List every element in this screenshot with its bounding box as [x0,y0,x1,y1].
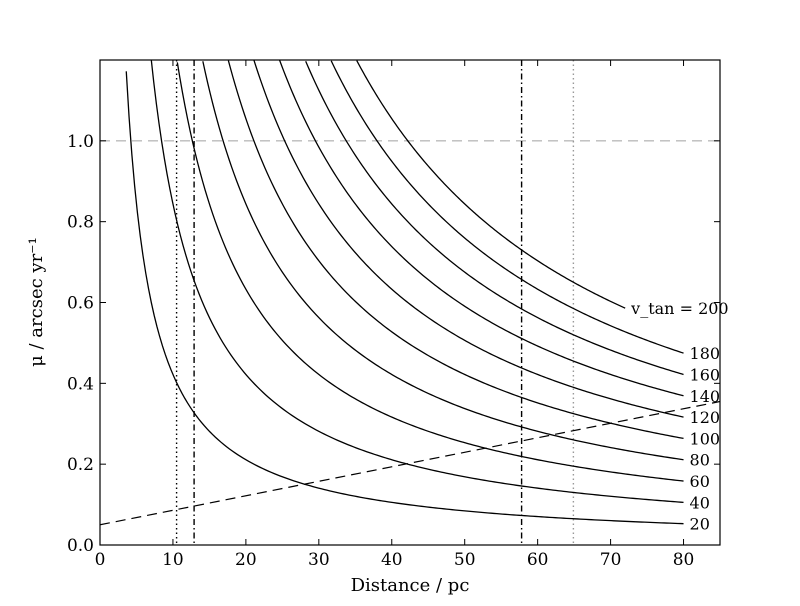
x-tick-label-7: 70 [600,550,622,570]
series-line-180 [330,60,684,354]
x-tick-label-2: 20 [235,550,257,570]
series-line-120 [253,60,684,418]
limit-line-group [100,400,720,526]
x-ticks: 0 10 20 30 40 50 60 70 80 [95,60,695,570]
y-tick-label-0: 0.0 [67,536,94,556]
y-tick-label-3: 0.6 [67,294,94,314]
y-ticks: 0.0 0.2 0.4 0.6 0.8 1.0 [67,132,720,556]
y-tick-label-4: 0.8 [67,213,94,233]
series-line-160 [305,60,684,376]
series-line-40 [150,60,684,504]
x-tick-label-6: 60 [527,550,549,570]
x-axis-label: Distance / pc [351,575,470,596]
series-line-60 [176,62,684,482]
plot-frame [99,59,721,546]
series-label-60: 60 [690,472,710,491]
y-tick-label-5: 1.0 [67,132,94,152]
x-tick-label-0: 0 [95,550,106,570]
limit-line [100,400,720,526]
y-axis-label: μ / arcsec yr⁻¹ [26,237,47,367]
x-tick-label-3: 30 [308,550,330,570]
x-tick-label-8: 80 [673,550,695,570]
series-label-180: 180 [690,344,721,363]
series-label-200: v_tan = 200 [630,299,728,318]
y-tick-label-2: 0.4 [67,374,94,394]
series-line-80 [202,61,684,461]
series-label-20: 20 [690,515,710,534]
series-label-140: 140 [690,387,721,406]
x-tick-label-4: 40 [381,550,403,570]
series-line-100 [227,60,684,440]
series-line-140 [278,60,684,397]
series-line-200 [356,60,626,309]
series-label-80: 80 [690,451,710,470]
series-line-20 [125,71,684,525]
curves [125,60,684,525]
x-tick-label-5: 50 [454,550,476,570]
series-label-160: 160 [690,365,721,384]
y-tick-label-1: 0.2 [67,455,94,475]
series-label-40: 40 [690,493,710,512]
x-tick-label-1: 10 [162,550,184,570]
series-label-120: 120 [690,408,721,427]
series-label-100: 100 [690,429,721,448]
reference-lines [100,60,720,545]
curve-labels: 20 40 60 80 100 120 140 160 180 v_tan = 200 [630,299,728,534]
